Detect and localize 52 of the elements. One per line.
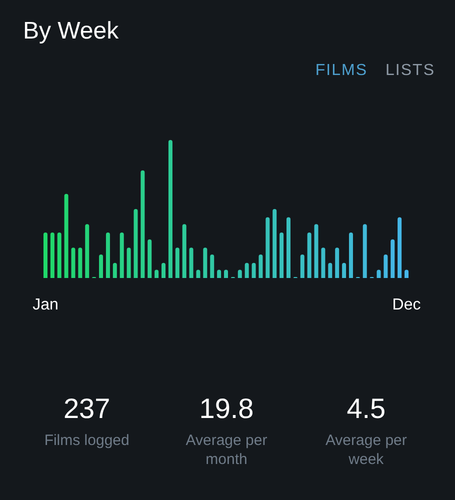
- bar: [57, 232, 62, 278]
- bar: [280, 232, 284, 278]
- bar: [314, 224, 318, 278]
- text: Average per week: [324, 431, 408, 469]
- text: 4.5: [346, 393, 386, 425]
- bar: [398, 217, 402, 278]
- text: 237: [63, 393, 110, 425]
- bar: [78, 248, 82, 278]
- bar: [50, 232, 54, 278]
- bar: [126, 248, 131, 278]
- bar: [43, 232, 48, 278]
- bar: [321, 248, 326, 278]
- bar: [112, 262, 117, 278]
- bar: [148, 239, 152, 278]
- bar: [120, 232, 124, 278]
- bar: [168, 140, 172, 278]
- bar: [362, 224, 367, 278]
- x-tick-label: Dec: [392, 296, 421, 314]
- bar: [342, 262, 346, 278]
- bar: [162, 262, 166, 278]
- bar: [99, 254, 104, 278]
- bar: [384, 254, 388, 278]
- bar: [348, 232, 353, 278]
- text: Films logged: [44, 431, 130, 450]
- bar: [266, 217, 270, 278]
- bar: [328, 262, 332, 278]
- bar: [272, 209, 277, 278]
- text: LISTS: [386, 62, 435, 80]
- bar: [258, 254, 263, 278]
- bar: [252, 262, 256, 278]
- bar: [307, 232, 312, 278]
- bar: [244, 262, 249, 278]
- bar: [300, 254, 304, 278]
- bar: [203, 248, 208, 278]
- bar: [390, 239, 395, 278]
- bar: [286, 217, 290, 278]
- bar: [64, 194, 68, 278]
- bar: [134, 209, 138, 278]
- bar: [189, 248, 194, 278]
- bar: [140, 170, 145, 278]
- x-tick-label: Jan: [32, 296, 58, 314]
- text: Average per month: [184, 431, 268, 469]
- text: 19.8: [199, 393, 254, 425]
- bar: [335, 248, 340, 278]
- bar: [85, 224, 90, 278]
- bar: [210, 254, 214, 278]
- bar: [71, 248, 76, 278]
- bar: [182, 224, 186, 278]
- text: FILMS: [315, 62, 368, 80]
- bar: [175, 248, 180, 278]
- bar: [106, 232, 110, 278]
- chart-title: By Week: [23, 18, 120, 44]
